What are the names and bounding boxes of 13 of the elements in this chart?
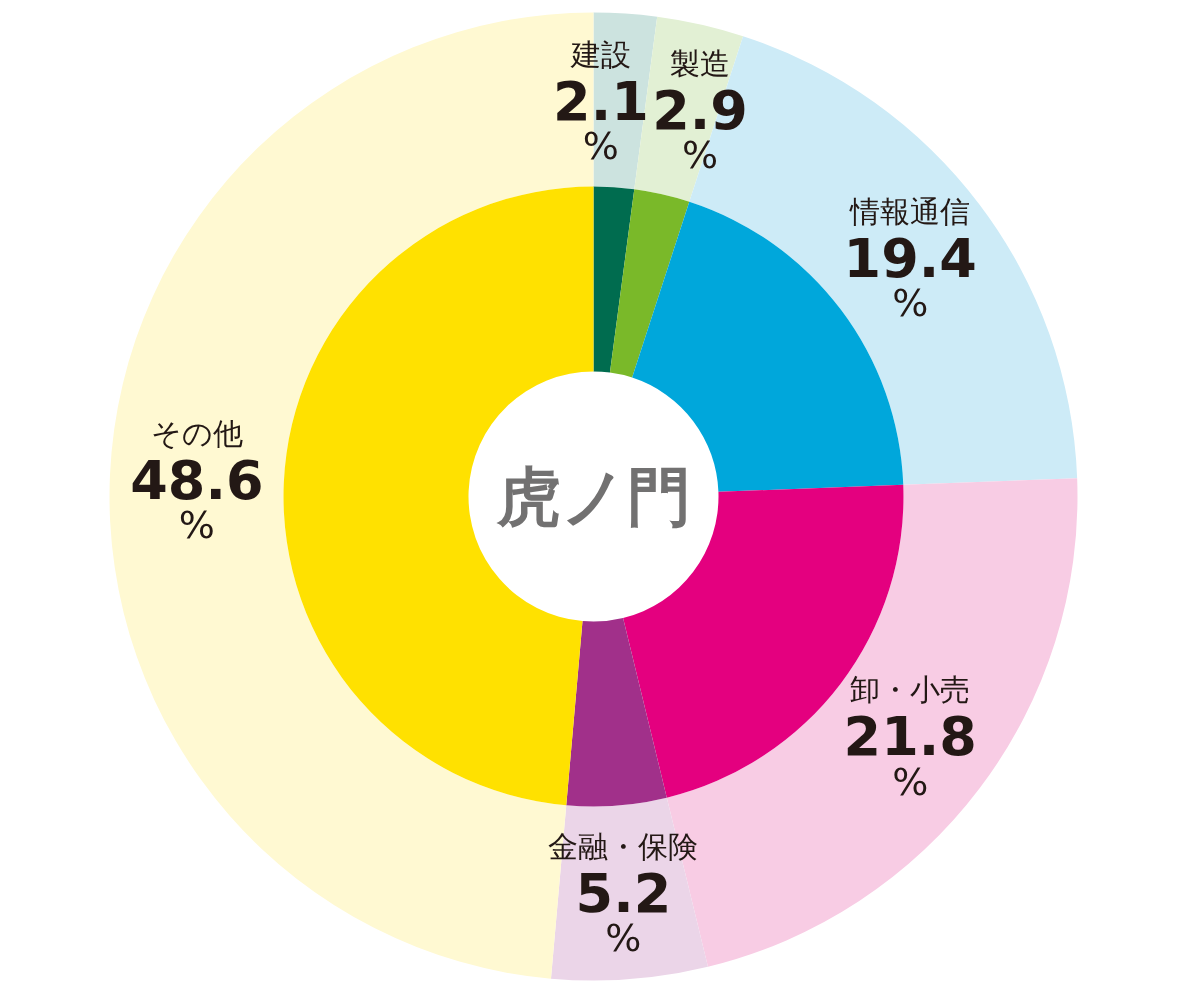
text: 2.1 % <box>553 69 649 169</box>
text: 5.2 % <box>575 861 672 961</box>
slice-label: 情報通信 <box>849 193 971 229</box>
text: 19.4 % <box>843 226 977 326</box>
text: 48.6 % <box>130 448 264 548</box>
slice-label: 建設 <box>569 36 631 72</box>
text: 虎ノ門 <box>495 459 691 534</box>
slice-label: その他 <box>150 415 243 451</box>
text: 21.8 % <box>843 705 977 804</box>
slice-label: 卸・小売 <box>850 672 971 708</box>
slice-label: 金融・保険 <box>548 828 699 864</box>
slice-label: 製造 <box>670 45 731 81</box>
text: 2.9 % <box>652 78 748 178</box>
